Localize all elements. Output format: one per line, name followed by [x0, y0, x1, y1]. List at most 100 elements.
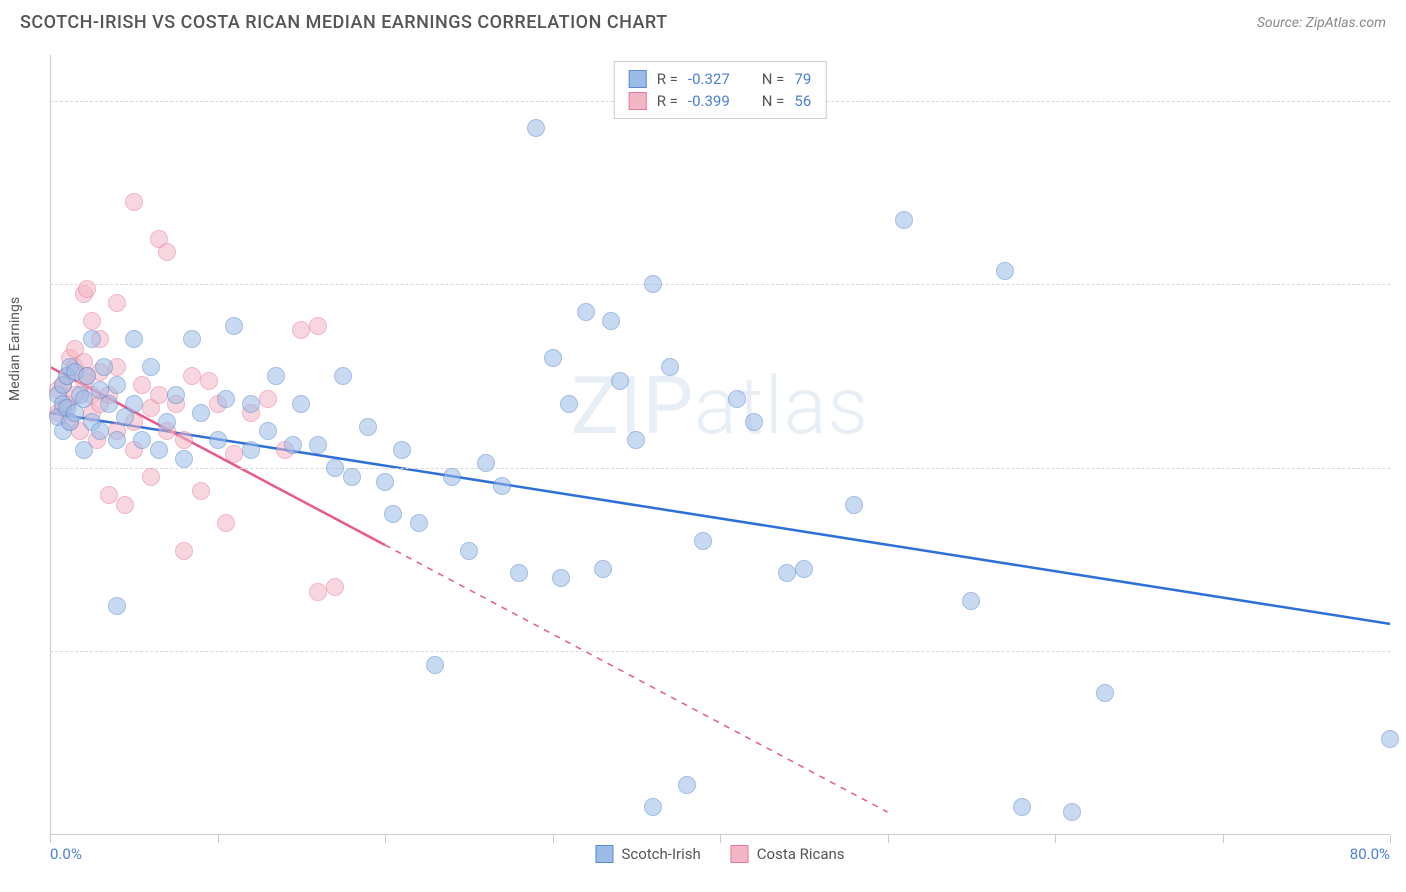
point-scotch-irish	[477, 454, 495, 472]
point-scotch-irish	[1381, 730, 1399, 748]
point-scotch-irish	[410, 514, 428, 532]
x-tick	[553, 835, 554, 843]
point-scotch-irish	[108, 376, 126, 394]
point-costa-rican	[217, 514, 235, 532]
legend-n-label: N =	[762, 70, 785, 88]
point-scotch-irish	[443, 468, 461, 486]
point-scotch-irish	[242, 395, 260, 413]
legend-item: Scotch-Irish	[595, 845, 700, 863]
point-scotch-irish	[175, 450, 193, 468]
point-scotch-irish	[627, 431, 645, 449]
point-costa-rican	[158, 243, 176, 261]
point-scotch-irish	[100, 395, 118, 413]
x-tick	[1223, 835, 1224, 843]
point-scotch-irish	[644, 798, 662, 816]
point-costa-rican	[175, 431, 193, 449]
point-scotch-irish	[83, 330, 101, 348]
point-scotch-irish	[393, 441, 411, 459]
point-costa-rican	[259, 390, 277, 408]
point-scotch-irish	[192, 404, 210, 422]
y-axis-label: Median Earnings	[7, 297, 23, 401]
point-scotch-irish	[292, 395, 310, 413]
point-scotch-irish	[426, 656, 444, 674]
point-costa-rican	[225, 445, 243, 463]
legend-series: Scotch-Irish Costa Ricans	[595, 845, 844, 863]
point-scotch-irish	[133, 431, 151, 449]
point-scotch-irish	[962, 592, 980, 610]
point-scotch-irish	[309, 436, 327, 454]
x-tick	[218, 835, 219, 843]
legend-label: Costa Ricans	[757, 845, 845, 863]
point-scotch-irish	[560, 395, 578, 413]
point-scotch-irish	[510, 564, 528, 582]
point-scotch-irish	[544, 349, 562, 367]
point-scotch-irish	[895, 211, 913, 229]
point-scotch-irish	[1013, 798, 1031, 816]
point-costa-rican	[326, 578, 344, 596]
point-scotch-irish	[384, 505, 402, 523]
point-scotch-irish	[125, 395, 143, 413]
point-scotch-irish	[611, 372, 629, 390]
point-scotch-irish	[267, 367, 285, 385]
point-costa-rican	[133, 376, 151, 394]
point-scotch-irish	[209, 431, 227, 449]
point-scotch-irish	[527, 119, 545, 137]
point-scotch-irish	[577, 303, 595, 321]
point-scotch-irish	[552, 569, 570, 587]
point-costa-rican	[309, 583, 327, 601]
point-scotch-irish	[142, 358, 160, 376]
chart-header: SCOTCH-IRISH VS COSTA RICAN MEDIAN EARNI…	[0, 0, 1406, 41]
legend-n-value: 56	[794, 92, 811, 110]
point-scotch-irish	[242, 441, 260, 459]
x-tick-label: 80.0%	[1350, 845, 1390, 863]
legend-correlation: R =-0.327N =79R =-0.399N =56	[614, 61, 827, 119]
point-costa-rican	[309, 317, 327, 335]
point-costa-rican	[100, 486, 118, 504]
point-scotch-irish	[845, 496, 863, 514]
point-scotch-irish	[75, 441, 93, 459]
point-scotch-irish	[326, 459, 344, 477]
point-costa-rican	[125, 193, 143, 211]
point-costa-rican	[292, 321, 310, 339]
point-scotch-irish	[91, 422, 109, 440]
chart-title: SCOTCH-IRISH VS COSTA RICAN MEDIAN EARNI…	[20, 12, 668, 33]
point-scotch-irish	[343, 468, 361, 486]
point-scotch-irish	[644, 275, 662, 293]
point-scotch-irish	[678, 776, 696, 794]
point-scotch-irish	[728, 390, 746, 408]
point-scotch-irish	[694, 532, 712, 550]
point-scotch-irish	[183, 330, 201, 348]
point-scotch-irish	[594, 560, 612, 578]
point-scotch-irish	[359, 418, 377, 436]
legend-swatch	[595, 845, 613, 863]
point-scotch-irish	[284, 436, 302, 454]
legend-row: R =-0.399N =56	[629, 90, 812, 112]
legend-item: Costa Ricans	[731, 845, 845, 863]
point-scotch-irish	[996, 262, 1014, 280]
y-tick-label: $20,000	[1400, 642, 1406, 660]
point-scotch-irish	[661, 358, 679, 376]
point-costa-rican	[183, 367, 201, 385]
legend-n-label: N =	[762, 92, 785, 110]
gridline	[50, 468, 1390, 469]
point-costa-rican	[150, 386, 168, 404]
point-scotch-irish	[376, 473, 394, 491]
point-costa-rican	[200, 372, 218, 390]
legend-r-label: R =	[657, 92, 678, 110]
point-scotch-irish	[795, 560, 813, 578]
legend-r-label: R =	[657, 70, 678, 88]
point-scotch-irish	[602, 312, 620, 330]
x-tick	[1390, 835, 1391, 843]
y-tick-label: $80,000	[1400, 92, 1406, 110]
point-scotch-irish	[460, 542, 478, 560]
point-scotch-irish	[1096, 684, 1114, 702]
point-scotch-irish	[1063, 803, 1081, 821]
point-scotch-irish	[150, 441, 168, 459]
legend-swatch	[731, 845, 749, 863]
gridline	[50, 284, 1390, 285]
x-tick	[385, 835, 386, 843]
point-costa-rican	[192, 482, 210, 500]
x-tick	[888, 835, 889, 843]
legend-label: Scotch-Irish	[621, 845, 700, 863]
legend-n-value: 79	[794, 70, 811, 88]
